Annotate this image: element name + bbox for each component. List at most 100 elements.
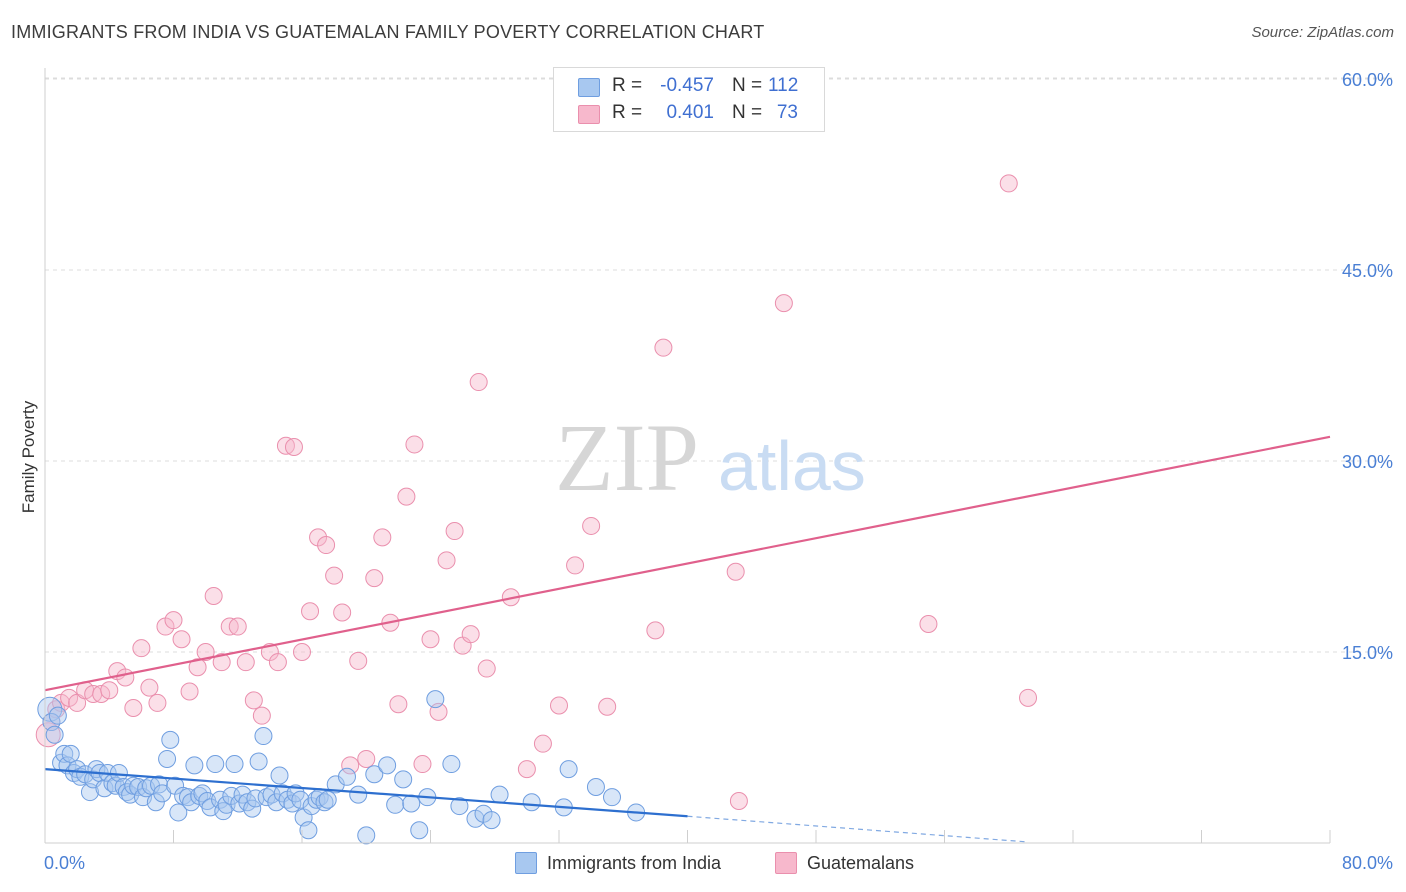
legend-n-value: 112 — [768, 75, 799, 96]
india-point — [315, 793, 334, 812]
guatemalans-point — [333, 603, 352, 622]
x-tick-label: 80.0% — [1342, 853, 1393, 873]
guatemalans-point — [124, 699, 143, 718]
guatemalans-point — [196, 643, 215, 661]
india-point — [450, 797, 469, 816]
india-point — [402, 794, 421, 813]
india-point — [161, 730, 180, 749]
legend-n-label: N = — [732, 75, 763, 96]
guatemalans-point — [132, 639, 151, 658]
guatemalans-point — [729, 791, 748, 810]
india-point — [158, 749, 177, 768]
legend-r-value: -0.457 — [660, 75, 714, 96]
india-point — [426, 690, 445, 709]
guatemalans-point — [421, 630, 440, 649]
guatemalans-point — [550, 696, 568, 715]
india-point — [386, 795, 405, 814]
bottom-legend-label: Immigrants from India — [547, 853, 722, 873]
guatemalans-point — [582, 516, 601, 535]
guatemalans-point — [397, 487, 416, 506]
guatemalans-point — [341, 756, 360, 775]
y-tick-label: 60.0% — [1342, 70, 1393, 90]
guatemalans-point — [999, 174, 1018, 193]
india-point — [206, 755, 225, 774]
guatemalans-point — [212, 653, 231, 672]
india-point — [254, 727, 273, 746]
india-point — [217, 795, 236, 814]
guatemalans-point — [180, 682, 199, 701]
india-point — [267, 793, 286, 812]
india-point — [522, 793, 541, 812]
guatemalans-point — [268, 653, 287, 672]
legend-n-value: 73 — [776, 102, 798, 123]
legend-r-label: R = — [612, 102, 643, 123]
guatemalans-point — [469, 373, 488, 392]
guatemalans-point — [517, 760, 536, 779]
bottom-legend-swatch-blue — [515, 852, 537, 874]
india-point — [45, 725, 64, 744]
india-point — [243, 799, 262, 818]
guatemalans-point — [252, 706, 271, 725]
guatemalans-point — [533, 734, 552, 753]
india-point — [337, 767, 356, 786]
y-tick-label: 45.0% — [1342, 261, 1393, 281]
india-point — [117, 783, 136, 802]
guatemalans-point — [365, 569, 384, 588]
guatemalans-point — [654, 338, 673, 357]
guatemalans-point — [325, 566, 344, 585]
guatemalans-point — [373, 528, 392, 547]
guatemalans-point — [100, 681, 119, 700]
guatemalans-point — [317, 536, 336, 555]
guatemalans-point — [284, 437, 303, 456]
india-point — [365, 765, 384, 784]
guatemalans-point — [293, 643, 311, 661]
guatemalans-trendline — [44, 435, 1331, 692]
india-point — [48, 706, 67, 725]
india-point — [586, 777, 605, 796]
guatemalans-point — [228, 617, 247, 636]
india-point — [378, 756, 397, 775]
guatemalans-point — [35, 722, 61, 748]
chart-title: IMMIGRANTS FROM INDIA VS GUATEMALAN FAMI… — [11, 22, 765, 42]
guatemalans-point — [405, 435, 424, 454]
legend-r-value: 0.401 — [666, 102, 714, 123]
india-point — [394, 770, 413, 789]
india-point — [442, 755, 461, 774]
y-tick-label: 15.0% — [1342, 643, 1393, 663]
india-point — [225, 755, 244, 774]
guatemalans-point — [445, 522, 464, 541]
india-trendline — [44, 768, 688, 818]
india-point — [291, 790, 310, 809]
watermark-zip: ZIP — [555, 404, 699, 511]
india-trendline-extension — [687, 815, 1025, 843]
india-point — [603, 788, 622, 807]
india-point — [349, 785, 368, 804]
guatemalans-point — [204, 586, 223, 605]
guatemalans-point — [726, 562, 745, 581]
guatemalans-point — [919, 614, 938, 633]
india-point — [61, 744, 80, 763]
legend-swatch-pink — [578, 105, 600, 124]
legend-row-india: R = -0.457 N = 112 — [554, 75, 824, 101]
india-point — [114, 777, 133, 796]
guatemalans-point — [116, 668, 135, 687]
guatemalans-point — [244, 691, 263, 710]
guatemalans-point — [164, 611, 183, 630]
guatemalans-point — [437, 551, 456, 570]
guatemalans-point — [188, 658, 207, 677]
y-tick-label: 30.0% — [1342, 452, 1393, 472]
india-point — [490, 785, 509, 804]
india-point — [185, 756, 204, 775]
legend-r-label: R = — [612, 75, 643, 96]
guatemalans-point — [774, 294, 793, 313]
india-point — [146, 793, 165, 812]
india-point — [318, 790, 337, 809]
india-point — [169, 803, 188, 822]
legend-n-label: N = — [732, 102, 763, 123]
bottom-legend-swatch-pink — [775, 852, 797, 874]
india-point — [357, 826, 376, 845]
guatemalans-point — [566, 556, 585, 575]
bottom-legend-label: Guatemalans — [807, 853, 915, 873]
india-point — [482, 811, 501, 830]
legend-row-guatemalans: R = 0.401 N = 73 — [554, 102, 824, 128]
